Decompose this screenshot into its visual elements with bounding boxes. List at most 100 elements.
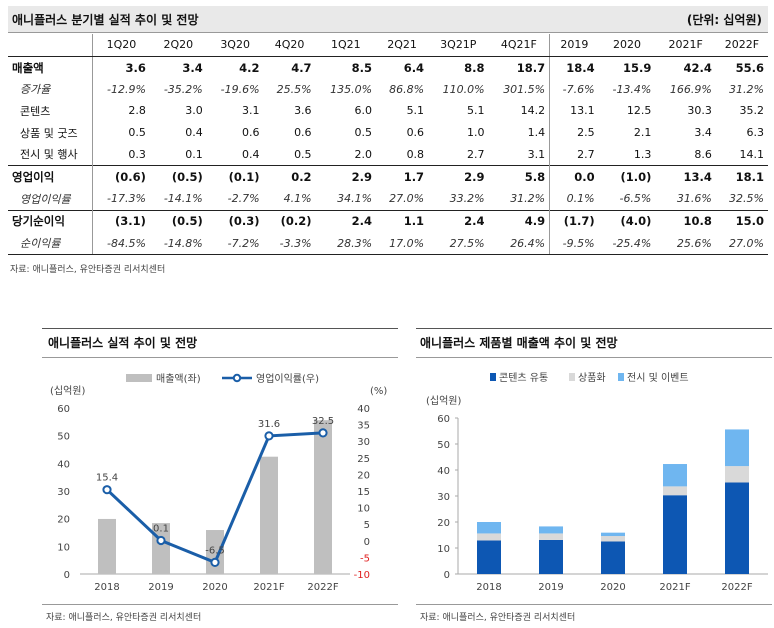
y-tick-label: 60 (437, 414, 450, 425)
y-tick-label: 50 (437, 440, 450, 451)
table-cell: 0.6 (406, 126, 425, 140)
row-label: 당기순이익 (8, 209, 93, 233)
legend-label: 전시 및 이벤트 (627, 372, 689, 384)
left-chart: 매출액(좌) 영업이익률(우)(십억원) (%)0102030405060-10-5… (50, 372, 387, 593)
table-cell: 18.7 (488, 55, 550, 79)
stacked-bar-segment (477, 522, 501, 534)
table-cell: 4.1% (283, 192, 312, 206)
left-tick-label: 30 (57, 487, 70, 498)
table-row: 매출액 3.6 3.4 4.2 4.7 8.5 6.4 8.8 18.7 18.4 15.9 42.4… (8, 55, 768, 79)
right-chart-source: 자료: 애니플러스, 유안타증권 리서치센터 (420, 613, 576, 623)
table-cell: 27.0% (715, 232, 768, 255)
table-cell: (4.0) (598, 209, 656, 233)
table-title: 애니플러스 분기별 실적 추이 및 전망 (12, 13, 199, 27)
stacked-bar-segment (725, 429, 749, 467)
table-cell: -7.6% (549, 78, 599, 101)
y-tick-label: 0 (444, 570, 450, 581)
table-cell: 3.6 (91, 55, 150, 79)
table-cell: -84.5% (91, 232, 150, 255)
x-tick-label: 2019 (538, 582, 563, 593)
left-chart-title: 애니플러스 실적 추이 및 전망 (48, 336, 198, 350)
table-cell: 4.9 (488, 209, 550, 233)
x-tick-label: 2022F (721, 582, 752, 593)
table-cell: 4.7 (263, 55, 316, 79)
x-tick-label: 2022F (307, 582, 338, 593)
right-tick-label: 0 (364, 537, 370, 548)
table-cell: 6.4 (376, 55, 429, 79)
table-cell: 5.1 (467, 104, 485, 118)
table-cell: 25.5% (276, 82, 312, 96)
legend-swatch (490, 373, 496, 381)
sales-bar (98, 518, 116, 574)
table-cell: 33.2% (449, 192, 485, 206)
table-cell: -7.2% (206, 232, 264, 255)
table-cell: 2.5 (549, 121, 599, 144)
table-cell: 31.6% (676, 192, 712, 206)
y-tick-label: 30 (437, 492, 450, 503)
table-cell: 0.6 (294, 126, 312, 140)
margin-point (318, 428, 328, 438)
x-tick-label: 2018 (94, 582, 119, 593)
table-cell: -25.4% (598, 232, 656, 255)
table-cell: 0.2 (263, 165, 316, 188)
table-cell: -13.4% (612, 82, 652, 96)
table-cell: -14.1% (163, 192, 203, 206)
table-cell: 2.8 (91, 100, 150, 122)
left-tick-label: 0 (64, 570, 70, 581)
table-cell: 3.4 (694, 126, 712, 140)
right-tick-label: 10 (357, 504, 370, 515)
stacked-bar-segment (477, 540, 501, 574)
table-cell: 0.6 (242, 126, 260, 140)
table-cell: 10.8 (655, 209, 716, 233)
table-cell: (1.7) (549, 209, 599, 233)
stacked-bar-segment (663, 486, 687, 496)
table-cell: 28.3% (315, 232, 377, 255)
table-cell: (0.2) (263, 209, 316, 233)
table-cell: 8.8 (428, 55, 489, 79)
table-cell: 12.5 (626, 104, 652, 118)
table-row: 상품 및 굿즈 0.5 0.4 0.6 0.6 0.5 0.6 1.0 1.4 2.5 2.1 3.4… (8, 121, 768, 144)
margin-data-label: -6.5 (205, 545, 225, 556)
table-cell: 135.0% (330, 82, 373, 96)
table-cell: -17.3% (91, 187, 150, 210)
table-cell: 0.8 (406, 147, 425, 161)
table-cell: (0.1) (206, 165, 264, 188)
x-tick-label: 2019 (148, 582, 173, 593)
table-row: 콘텐츠 2.8 3.0 3.1 3.6 6.0 5.1 5.1 14.2 13.1 12.5 30.3… (8, 100, 768, 122)
table-cell: 301.5% (503, 82, 546, 96)
margin-data-label: 32.5 (312, 416, 334, 427)
sales-bar (314, 420, 332, 574)
table-cell: 86.8% (389, 82, 425, 96)
column-header: 2020 (598, 34, 656, 57)
table-cell: 18.4 (549, 55, 599, 79)
table-cell: -35.2% (163, 82, 203, 96)
row-label: 순이익률 (8, 232, 93, 255)
table-cell: 42.4 (655, 55, 716, 79)
table-cell: 30.3 (687, 104, 712, 118)
margin-point (156, 535, 166, 546)
table-cell: -9.5% (549, 232, 599, 255)
left-chart-bottom-rule (42, 604, 398, 605)
left-tick-label: 10 (57, 542, 70, 553)
column-header: 2Q21 (376, 34, 429, 57)
margin-point (264, 431, 274, 441)
table-cell: 5.8 (488, 165, 550, 188)
stacked-bar-segment (539, 533, 563, 540)
row-label: 증가율 (20, 83, 51, 97)
stacked-bar-segment (601, 541, 625, 574)
margin-data-label: 15.4 (96, 473, 118, 484)
right-tick-label: 15 (357, 487, 370, 498)
table-cell: 31.2% (729, 82, 764, 96)
x-tick-label: 2020 (202, 582, 227, 593)
legend-marker-margin (232, 373, 242, 383)
stacked-bar-segment (477, 533, 501, 541)
row-label: 상품 및 굿즈 (20, 126, 78, 140)
column-header: 3Q20 (206, 34, 264, 57)
table-cell: 0.4 (185, 126, 203, 140)
stacked-bar-segment (539, 526, 563, 534)
table-cell: -6.5% (619, 192, 652, 206)
left-tick-label: 40 (57, 459, 70, 470)
right-tick-label: 5 (364, 520, 370, 531)
left-tick-label: 60 (57, 404, 70, 415)
x-tick-label: 2020 (600, 582, 625, 593)
